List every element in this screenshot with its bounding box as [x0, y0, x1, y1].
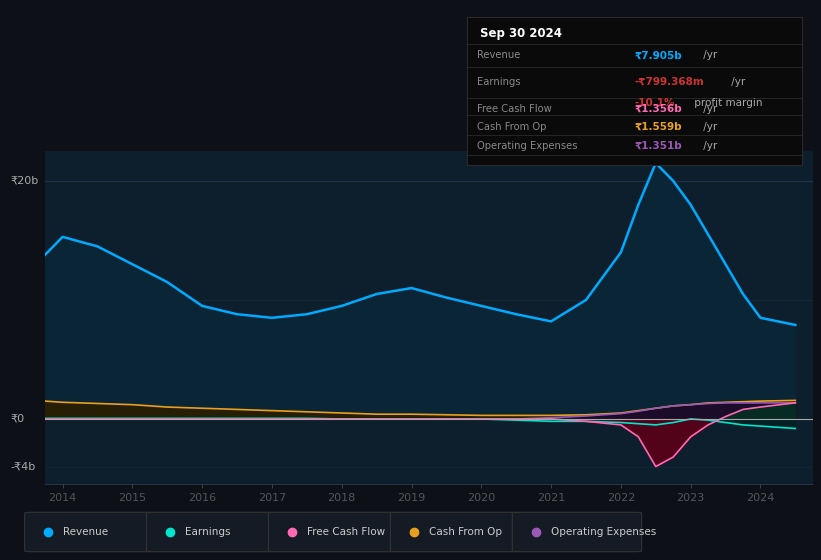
Text: /yr: /yr [700, 104, 718, 114]
Text: /yr: /yr [700, 141, 718, 151]
Text: /yr: /yr [728, 77, 745, 87]
Text: ₹1.559b: ₹1.559b [635, 122, 682, 132]
FancyBboxPatch shape [512, 512, 642, 552]
Text: ₹0: ₹0 [11, 414, 25, 424]
FancyBboxPatch shape [25, 512, 154, 552]
Text: ₹1.351b: ₹1.351b [635, 141, 682, 151]
Text: /yr: /yr [700, 122, 718, 132]
Text: profit margin: profit margin [690, 98, 762, 108]
FancyBboxPatch shape [147, 512, 276, 552]
Text: ₹1.356b: ₹1.356b [635, 104, 682, 114]
Text: Revenue: Revenue [63, 527, 108, 537]
Text: Sep 30 2024: Sep 30 2024 [480, 27, 562, 40]
Text: Operating Expenses: Operating Expenses [551, 527, 656, 537]
Text: ₹7.905b: ₹7.905b [635, 50, 682, 60]
Text: ₹20b: ₹20b [11, 176, 39, 186]
Text: -10.1%: -10.1% [635, 98, 675, 108]
FancyBboxPatch shape [391, 512, 520, 552]
Text: Free Cash Flow: Free Cash Flow [477, 104, 552, 114]
Text: Revenue: Revenue [477, 50, 521, 60]
Text: Free Cash Flow: Free Cash Flow [307, 527, 385, 537]
FancyBboxPatch shape [268, 512, 398, 552]
Text: -₹4b: -₹4b [11, 461, 36, 472]
Text: Cash From Op: Cash From Op [429, 527, 502, 537]
Text: Cash From Op: Cash From Op [477, 122, 547, 132]
Text: Operating Expenses: Operating Expenses [477, 141, 577, 151]
Text: /yr: /yr [700, 50, 718, 60]
Text: Earnings: Earnings [477, 77, 521, 87]
Text: -₹799.368m: -₹799.368m [635, 77, 704, 87]
Text: Earnings: Earnings [185, 527, 231, 537]
